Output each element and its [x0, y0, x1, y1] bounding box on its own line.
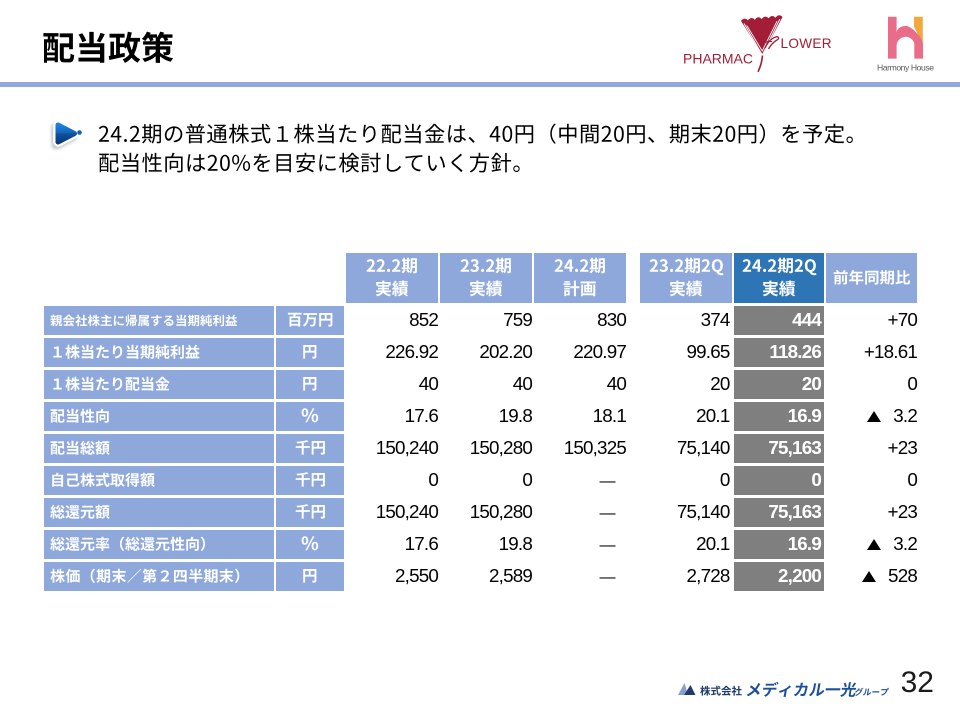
svg-text:Harmony House: Harmony House — [877, 63, 934, 73]
svg-text:PHARMAC: PHARMAC — [683, 51, 753, 67]
svg-text:LOWER: LOWER — [781, 36, 832, 51]
